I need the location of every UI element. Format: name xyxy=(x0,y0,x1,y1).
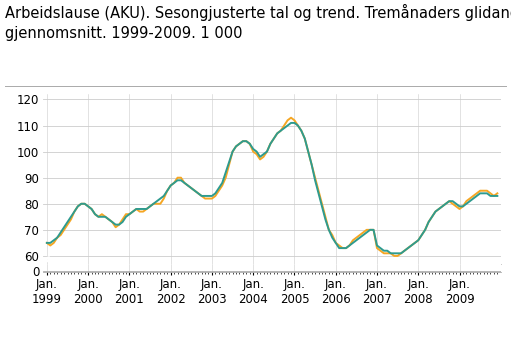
Text: gjennomsnitt. 1999-2009. 1 000: gjennomsnitt. 1999-2009. 1 000 xyxy=(5,26,243,41)
Text: Arbeidslause (AKU). Sesongjusterte tal og trend. Tremånaders glidande: Arbeidslause (AKU). Sesongjusterte tal o… xyxy=(5,3,511,21)
